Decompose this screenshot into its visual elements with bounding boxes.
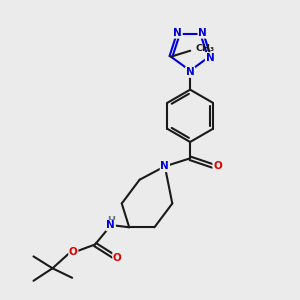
- Text: N: N: [186, 67, 194, 77]
- Text: CH₃: CH₃: [196, 44, 215, 53]
- Text: N: N: [198, 28, 207, 38]
- Text: N: N: [106, 220, 115, 230]
- Text: O: O: [213, 161, 222, 171]
- Text: O: O: [113, 253, 122, 263]
- Text: O: O: [69, 247, 78, 256]
- Text: N: N: [206, 53, 214, 63]
- Text: H: H: [107, 216, 115, 225]
- Text: N: N: [160, 161, 169, 171]
- Text: N: N: [173, 28, 182, 38]
